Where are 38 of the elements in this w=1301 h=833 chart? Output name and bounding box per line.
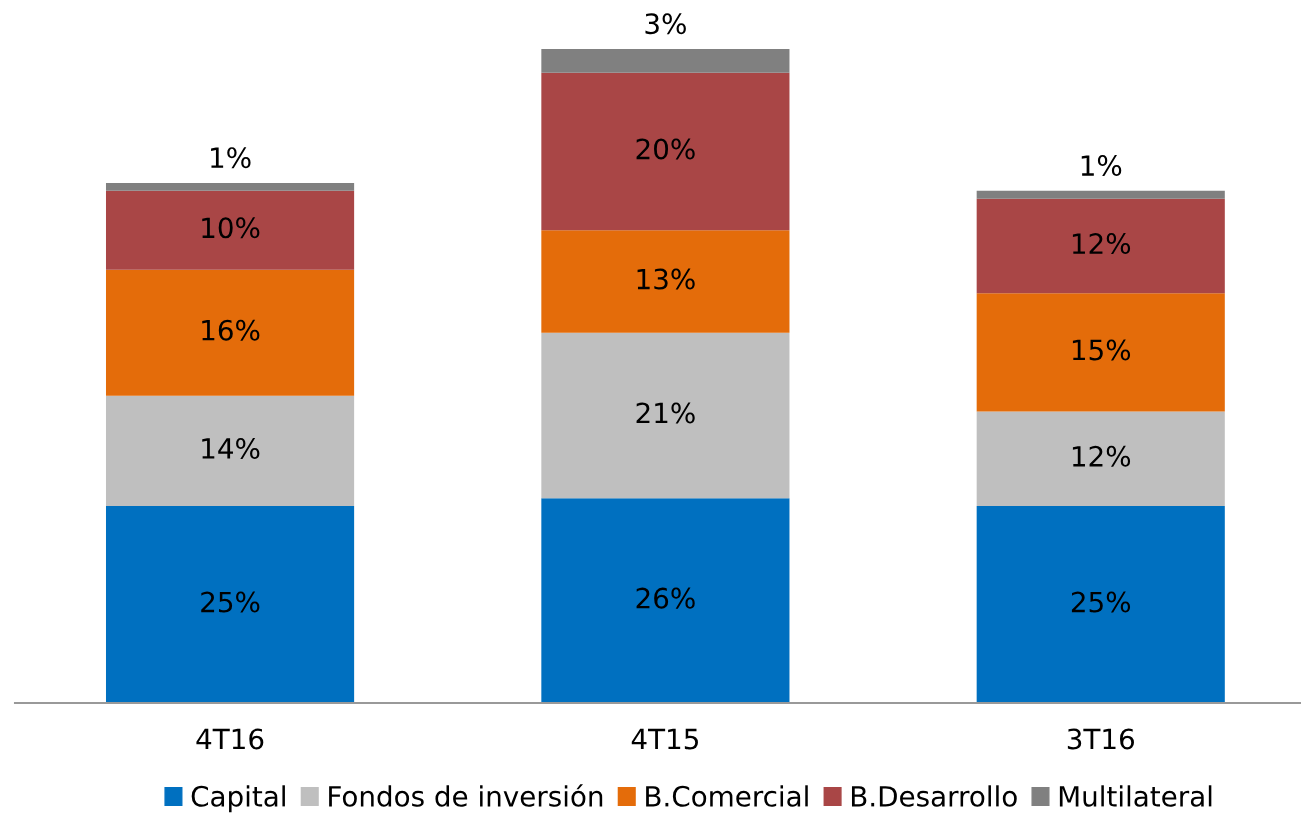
bar (541, 230, 790, 333)
data-label: 10% (202, 217, 260, 239)
bar (541, 498, 790, 703)
legend-label: B.Comercial (646, 785, 808, 807)
data-label: 26% (636, 587, 695, 609)
data-label: 13% (637, 268, 695, 290)
data-label: 15% (1072, 339, 1131, 361)
bar (976, 293, 1225, 412)
data-label: 12% (1072, 233, 1131, 255)
bar (105, 190, 355, 270)
bar (105, 269, 355, 396)
legend-label: Multilateral (1059, 785, 1212, 807)
bar (541, 49, 790, 73)
bar (976, 506, 1225, 703)
legend-label: Fondos de inversión (329, 784, 603, 807)
data-label: 21% (636, 402, 695, 424)
data-label: 25% (201, 591, 260, 613)
data-label: 14% (202, 437, 260, 459)
bar (541, 332, 790, 499)
bar (541, 72, 790, 231)
bar (105, 395, 355, 507)
data-label: 20% (636, 138, 695, 160)
x-tick-label: 3T16 (1067, 728, 1134, 750)
data-label: 1% (211, 147, 251, 169)
bar (976, 198, 1225, 294)
x-tick-label: 4T15 (631, 728, 698, 750)
legend-label: B.Desarrollo (851, 785, 1017, 807)
data-label: 12% (1072, 445, 1131, 467)
bar (105, 182, 355, 191)
data-label: 1% (1081, 155, 1122, 177)
bar (976, 190, 1225, 199)
bar (105, 506, 355, 703)
data-label: 16% (202, 319, 260, 341)
bar (976, 411, 1225, 507)
data-label: 3% (645, 13, 686, 35)
x-tick-label: 4T16 (196, 728, 264, 750)
data-label: 25% (1071, 591, 1131, 613)
legend-label: Capital (191, 785, 285, 813)
